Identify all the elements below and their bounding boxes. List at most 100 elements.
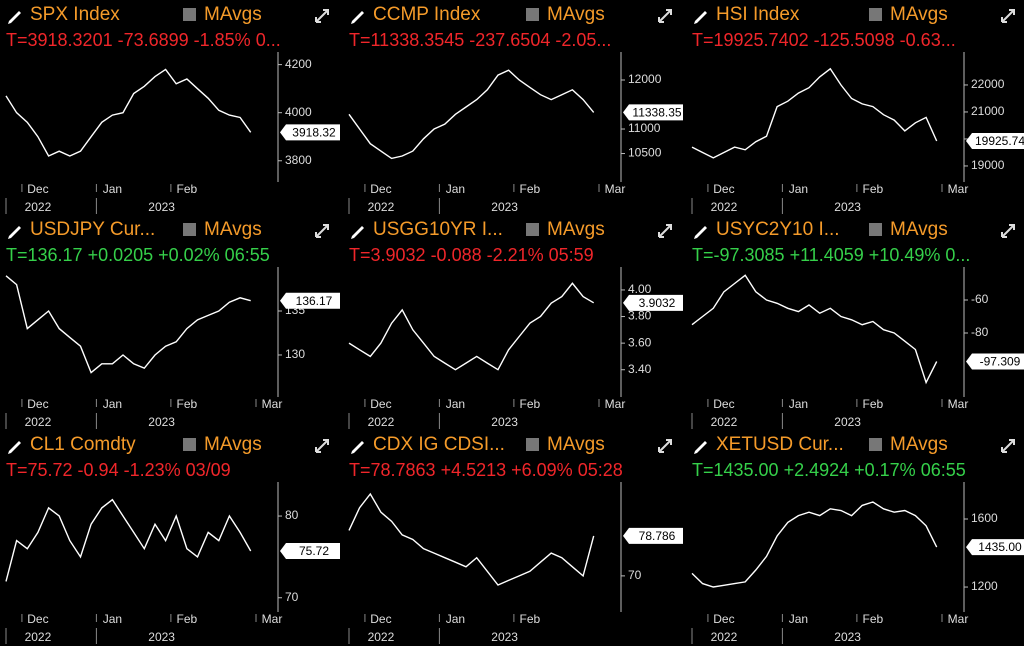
last-value-label: 3.9032: [639, 296, 676, 310]
last-value-tag: [966, 539, 1024, 556]
chart-title: CDX IG CDSI...: [373, 434, 505, 455]
x-tick-label: Dec: [713, 397, 734, 411]
expand-icon: [658, 439, 672, 453]
y-tick-label: 21000: [971, 104, 1005, 118]
last-value-label: 78.786: [639, 529, 676, 543]
x-tick-label: Feb: [177, 397, 198, 411]
x-tick-label: Mar: [262, 397, 283, 411]
year-label: 2022: [25, 630, 52, 644]
x-tick-label: Feb: [520, 397, 541, 411]
y-tick-label: -80: [971, 325, 989, 339]
x-tick-label: Feb: [520, 182, 541, 196]
last-value-label: -97.309: [980, 355, 1021, 369]
x-tick-label: Feb: [177, 182, 198, 196]
chart-title: USGG10YR I...: [373, 219, 503, 240]
legend-label: MAvgs: [547, 219, 605, 240]
last-value-label: 3918.32: [292, 125, 336, 139]
expand-icon: [658, 224, 672, 238]
legend-label: MAvgs: [890, 434, 948, 455]
last-value-label: 75.72: [299, 544, 329, 558]
pencil-icon: [694, 441, 707, 454]
year-label: 2023: [491, 415, 518, 429]
mavg-swatch: [526, 438, 539, 451]
legend-label: MAvgs: [890, 219, 948, 240]
mavg-swatch: [526, 8, 539, 21]
last-value-tag: [280, 124, 340, 141]
last-value-label: 11338.35: [632, 106, 681, 120]
price-line: [5, 275, 251, 374]
x-tick-label: Jan: [103, 182, 122, 196]
x-tick-label: Dec: [27, 612, 48, 626]
pencil-icon: [8, 11, 21, 24]
year-label: 2022: [25, 200, 52, 214]
year-label: 2023: [834, 200, 861, 214]
pencil-icon: [694, 11, 707, 24]
mavg-swatch: [869, 223, 882, 236]
chart-title: CL1 Comdty: [30, 434, 136, 455]
y-tick-label: 10500: [628, 146, 662, 160]
chart-title: HSI Index: [716, 4, 800, 25]
ticker-line: T=1435.00 +2.4924 +0.17% 06:55: [692, 460, 966, 480]
legend-label: MAvgs: [204, 434, 262, 455]
expand-icon: [658, 9, 672, 23]
ticker-line: T=75.72 -0.94 -1.23% 03/09: [6, 460, 231, 480]
ticker-line: T=3918.3201 -73.6899 -1.85% 0...: [6, 30, 281, 50]
price-line: [691, 274, 938, 385]
year-label: 2022: [711, 630, 738, 644]
price-line: [691, 67, 938, 159]
price-line: [5, 68, 252, 157]
x-tick-label: Jan: [446, 612, 465, 626]
pencil-icon: [8, 441, 21, 454]
x-tick-label: Dec: [713, 182, 734, 196]
mavg-swatch: [869, 438, 882, 451]
y-tick-label: 12000: [628, 72, 662, 86]
chart-title: SPX Index: [30, 4, 120, 25]
y-tick-label: 1200: [971, 579, 998, 593]
y-tick-label: 3.80: [628, 309, 652, 323]
year-label: 2022: [25, 415, 52, 429]
y-tick-label: -60: [971, 292, 989, 306]
x-tick-label: Feb: [863, 182, 884, 196]
y-tick-label: 4.00: [628, 282, 652, 296]
x-tick-label: Mar: [948, 182, 969, 196]
x-tick-label: Jan: [789, 612, 808, 626]
expand-icon: [1001, 224, 1015, 238]
last-value-tag: [966, 353, 1024, 370]
year-label: 2023: [834, 630, 861, 644]
y-tick-label: 130: [285, 347, 305, 361]
ticker-line: T=-97.3085 +11.4059 +10.49% 0...: [692, 245, 970, 265]
pencil-icon: [351, 226, 364, 239]
x-tick-label: Feb: [177, 612, 198, 626]
year-label: 2023: [491, 200, 518, 214]
legend-label: MAvgs: [890, 4, 948, 25]
legend-label: MAvgs: [547, 4, 605, 25]
year-label: 2022: [711, 415, 738, 429]
x-tick-label: Mar: [605, 182, 626, 196]
x-tick-label: Mar: [948, 397, 969, 411]
x-tick-label: Dec: [370, 612, 391, 626]
y-tick-label: 3.60: [628, 335, 652, 349]
x-tick-label: Dec: [370, 397, 391, 411]
expand-icon: [315, 439, 329, 453]
mavg-swatch: [526, 223, 539, 236]
pencil-icon: [694, 226, 707, 239]
y-tick-label: 4000: [285, 105, 312, 119]
y-tick-label: 70: [628, 568, 642, 582]
y-tick-label: 19000: [971, 158, 1005, 172]
price-line: [5, 498, 252, 582]
year-label: 2023: [491, 630, 518, 644]
y-tick-label: 80: [285, 508, 299, 522]
year-label: 2022: [711, 200, 738, 214]
x-tick-label: Jan: [103, 397, 122, 411]
last-value-tag: [623, 527, 683, 544]
price-line: [691, 501, 938, 588]
year-label: 2023: [148, 200, 175, 214]
chart-title: CCMP Index: [373, 4, 481, 25]
last-value-label: 19925.74: [975, 134, 1024, 148]
y-tick-label: 22000: [971, 77, 1005, 91]
ticker-line: T=19925.7402 -125.5098 -0.63...: [692, 30, 956, 50]
pencil-icon: [351, 441, 364, 454]
year-label: 2023: [148, 630, 175, 644]
x-tick-label: Mar: [948, 612, 969, 626]
